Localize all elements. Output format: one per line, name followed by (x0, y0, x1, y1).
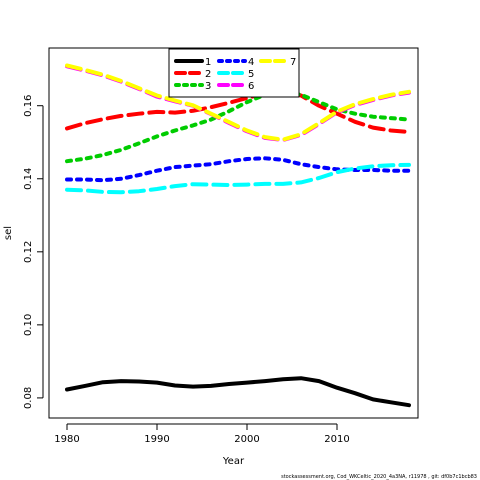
legend-label-6: 6 (248, 81, 254, 92)
y-tick-label: 0.14 (23, 168, 34, 190)
y-axis: 0.08 0.10 0.12 0.14 0.16 (23, 95, 44, 409)
x-axis-label: Year (222, 456, 245, 467)
x-tick-label: 2010 (324, 434, 349, 445)
legend-label-5: 5 (248, 69, 254, 80)
series-line-2 (65, 87, 411, 134)
legend: 123 456 7 (168, 48, 300, 98)
y-tick-label: 0.08 (23, 387, 34, 409)
x-tick-label: 1990 (144, 434, 169, 445)
series-line-3 (65, 89, 411, 164)
y-tick-label: 0.16 (23, 95, 34, 117)
legend-label-1: 1 (205, 57, 211, 68)
y-tick-label: 0.12 (23, 241, 34, 263)
series-line-4 (65, 156, 411, 183)
series-line-1 (65, 376, 411, 408)
footer-note: stockassessment.org, Cod_WKCeltic_2020_4… (281, 474, 477, 480)
legend-label-7: 7 (290, 57, 296, 68)
x-tick-label: 2000 (234, 434, 259, 445)
y-tick-label: 0.10 (23, 314, 34, 336)
series-line-7 (65, 63, 411, 142)
series-line-5 (65, 162, 411, 195)
legend-label-3: 3 (205, 81, 211, 92)
y-axis-label: sel (3, 226, 14, 240)
plot-frame (48, 47, 419, 419)
legend-label-2: 2 (205, 69, 211, 80)
x-axis: 1980 1990 2000 2010 (54, 423, 350, 445)
x-tick-label: 1980 (54, 434, 79, 445)
legend-label-4: 4 (248, 57, 254, 68)
series-layer (65, 63, 411, 408)
